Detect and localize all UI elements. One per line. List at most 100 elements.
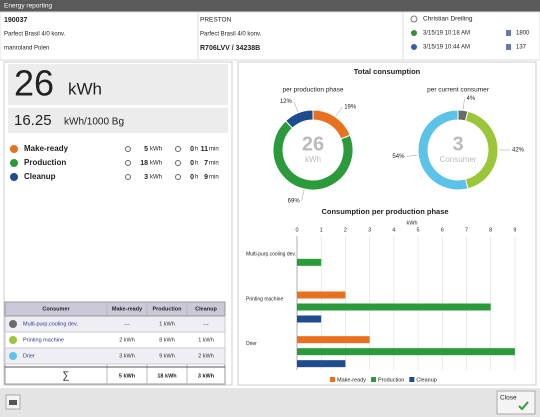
end-time: 3/15/19 10:44 AM — [423, 45, 470, 51]
legend-swatch — [330, 377, 335, 382]
total-cell: 3 kWh — [198, 373, 215, 379]
leader-line — [462, 98, 465, 110]
column-header: Make-ready — [112, 306, 143, 312]
leader-line — [406, 154, 418, 157]
user: Christian Dreiling — [423, 16, 473, 23]
phase-dot — [10, 159, 18, 167]
total-unit: kWh — [68, 79, 102, 98]
chart-title: Consumption per production phase — [321, 207, 448, 216]
press-name: PRESTON — [200, 17, 232, 24]
leader-line — [301, 189, 305, 201]
x-tick-label: 7 — [465, 227, 468, 233]
clock-icon — [175, 146, 181, 152]
table-cell: --- — [203, 321, 209, 327]
leader-line — [335, 106, 343, 117]
gauge-icon — [125, 160, 131, 166]
specific-box — [8, 108, 228, 133]
bar — [297, 348, 515, 356]
donut-center-label: Consumer — [440, 155, 477, 164]
phase-hours-unit: h — [195, 147, 198, 153]
table-cell: Multi-purp.cooling dev. — [23, 321, 78, 327]
phase-energy-unit: kWh — [150, 175, 162, 181]
phase-hours: 0 — [190, 160, 194, 167]
legend-swatch — [409, 377, 415, 382]
phase-hours: 0 — [190, 146, 194, 153]
x-tick-label: 4 — [392, 227, 395, 233]
chart-subtitle: per current consumer — [427, 87, 490, 94]
table-cell: Drier — [23, 353, 35, 359]
phase-hours: 0 — [190, 174, 194, 181]
sheets: 1800 — [516, 31, 530, 37]
right-panel — [237, 61, 537, 386]
slice-label: 42% — [512, 148, 525, 154]
total-value: 26 — [14, 63, 54, 104]
phase-name: Production — [24, 158, 66, 167]
phase-energy: 5 — [144, 146, 148, 153]
phase-energy-unit: kWh — [150, 147, 162, 153]
donut-slice — [417, 109, 469, 191]
legend-label: Make-ready — [337, 377, 366, 383]
close-button[interactable] — [496, 390, 536, 415]
x-tick-label: 0 — [295, 227, 298, 233]
total-box — [8, 64, 228, 105]
clock-icon — [175, 160, 181, 166]
legend-label: Production — [378, 377, 404, 383]
column-header: Cleanup — [195, 306, 217, 312]
donut-center-label: kWh — [305, 155, 321, 164]
phase-dot — [10, 173, 18, 181]
column-header: Production — [152, 306, 182, 312]
table-row — [4, 347, 226, 365]
x-tick-label: 9 — [513, 227, 516, 233]
table-cell: 3 kWh — [119, 353, 135, 359]
start-icon — [411, 30, 417, 36]
axis-label: kWh — [407, 220, 418, 226]
count-icon — [506, 44, 511, 50]
total-cell: ∑ — [62, 371, 69, 382]
bar — [297, 303, 491, 311]
sheet-icon — [506, 30, 511, 36]
window-title: Energy reporting — [4, 3, 52, 10]
phase-minutes-unit: min — [209, 161, 219, 167]
phase-energy-unit: kWh — [150, 161, 162, 167]
gauge-icon — [125, 146, 131, 152]
x-tick-label: 2 — [344, 227, 347, 233]
leader-line — [293, 101, 299, 112]
gauge-icon — [125, 174, 131, 180]
legend-swatch — [371, 377, 377, 382]
count: 137 — [516, 45, 527, 51]
x-tick-label: 8 — [489, 227, 492, 233]
slice-label: 4% — [467, 96, 476, 102]
specific-unit: kWh/1000 Bg — [64, 117, 124, 128]
user-icon — [410, 15, 418, 23]
slice-label: 19% — [344, 105, 357, 111]
table-cell: Printing machine — [23, 337, 64, 343]
bar — [297, 360, 346, 368]
slice-label: 54% — [392, 154, 405, 160]
x-tick-label: 6 — [441, 227, 444, 233]
specific-value: 16.25 — [14, 112, 52, 129]
table-cell: 1 kWh — [198, 337, 214, 343]
row-dot — [9, 336, 17, 344]
start-time: 3/15/19 10:18 AM — [423, 31, 470, 37]
job-number: 190037 — [4, 17, 27, 24]
bar — [297, 336, 370, 344]
table-cell: 9 kWh — [159, 353, 175, 359]
chart-subtitle: per production phase — [282, 87, 343, 94]
phase-hours-unit: h — [195, 175, 198, 181]
x-tick-label: 1 — [320, 227, 323, 233]
donut-center-value: 26 — [302, 133, 324, 155]
table-cell: 2 kWh — [119, 337, 135, 343]
total-cell: 18 kWh — [157, 373, 177, 379]
close-label: Close — [500, 395, 517, 402]
close-icon — [518, 401, 529, 411]
phase-minutes: 7 — [204, 160, 208, 167]
donut-slice — [284, 109, 314, 129]
customer: manroland Polen — [4, 46, 49, 52]
press-description: Parfect Brasil 4/0 konv. — [200, 32, 262, 38]
clock-icon — [175, 174, 181, 180]
legend-label: Cleanup — [416, 377, 437, 383]
column-header: Consumer — [42, 306, 70, 312]
phase-name: Cleanup — [24, 172, 56, 181]
chart-title: Total consumption — [354, 67, 421, 76]
